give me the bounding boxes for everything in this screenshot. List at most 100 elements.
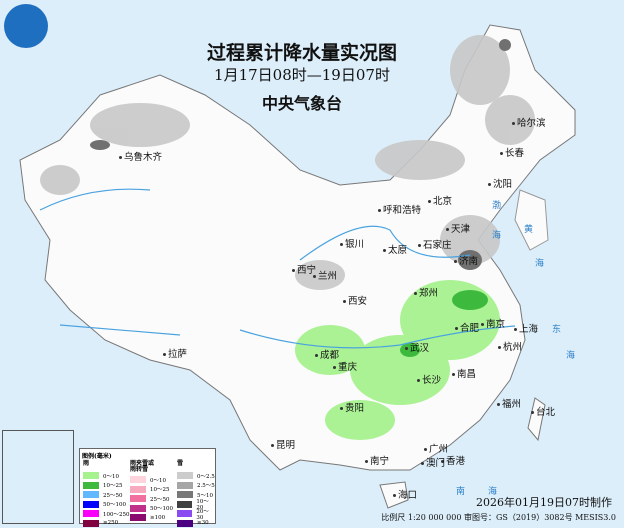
legend-item: 50～100	[83, 500, 130, 510]
sea-label: 海	[566, 351, 576, 361]
legend-range: 50～100	[150, 506, 173, 513]
city-label: 台北	[531, 404, 555, 418]
legend-range: 0～10	[150, 477, 166, 484]
legend-item: 0～2.5	[177, 471, 215, 481]
legend-range: 0～10	[103, 473, 119, 480]
legend-swatch	[177, 481, 193, 489]
map-period: 1月17日08时—19日07时	[214, 66, 390, 84]
legend-item: 100～250	[83, 509, 130, 519]
city-label: 乌鲁木齐	[119, 149, 162, 163]
legend: 图例(毫米) 雨 0～10 10～25 25～50 50～100 100～250 ≥250 雨…	[79, 448, 216, 527]
rivers	[39, 188, 516, 349]
city-label: 广州	[424, 441, 448, 455]
city-label: 贵阳	[340, 400, 364, 414]
legend-swatch	[177, 510, 193, 518]
city-label: 济南	[454, 253, 478, 267]
legend-swatch	[83, 491, 99, 499]
legend-group: 雨 0～10 10～25 25～50 50～100 100～250 ≥250	[83, 461, 130, 528]
legend-swatch	[130, 476, 146, 484]
legend-item: 0～10	[83, 471, 130, 481]
city-label: 西宁	[292, 262, 316, 276]
legend-range: 50～100	[103, 502, 126, 509]
legend-range: 5～10	[197, 492, 213, 499]
city-label: 澳门	[421, 455, 445, 469]
south-china-sea-inset	[2, 430, 74, 524]
sea-label: 南	[456, 487, 466, 497]
legend-group: 雨夹雪或雨转雪 0～10 10～25 25～50 50～100 ≥100	[130, 461, 173, 523]
legend-item: 0～10	[130, 475, 173, 485]
legend-swatch	[83, 510, 99, 518]
city-label: 长春	[500, 145, 524, 159]
legend-range: 10～25	[103, 483, 123, 490]
legend-range: 20～30	[196, 508, 209, 521]
legend-range: 10～20	[196, 499, 209, 512]
city-label: 西安	[343, 293, 367, 307]
legend-swatch	[130, 504, 146, 512]
legend-item: 25～50	[83, 490, 130, 500]
map-title: 过程累计降水量实况图	[206, 42, 397, 64]
legend-item: 10～20	[177, 499, 215, 512]
legend-item: 5～10	[177, 490, 215, 500]
legend-range: ≥100	[150, 514, 166, 521]
city-label: 沈阳	[488, 176, 512, 190]
legend-group: 雪 0～2.5 2.5～5 5～10 10～20 20～30 ≥30	[177, 461, 215, 528]
legend-swatch	[130, 514, 146, 522]
legend-item: ≥30	[177, 519, 215, 528]
city-label: 合肥	[455, 320, 479, 334]
city-label: 兰州	[313, 268, 337, 282]
city-label: 上海	[514, 321, 538, 335]
city-label: 武汉	[405, 340, 429, 354]
cma-logo	[4, 4, 48, 48]
production-time: 2026年01月19日07时制作	[476, 496, 612, 509]
city-label: 石家庄	[418, 237, 452, 251]
city-label: 呼和浩特	[378, 202, 421, 216]
city-label: 长沙	[417, 372, 441, 386]
legend-item: ≥250	[83, 519, 130, 528]
legend-range: ≥250	[103, 520, 119, 527]
sea-label: 海	[535, 259, 545, 269]
city-label: 南昌	[452, 366, 476, 380]
city-label: 银川	[340, 236, 364, 250]
legend-range: 100～250	[103, 511, 130, 518]
sea-label: 海	[492, 231, 502, 241]
city-label: 南宁	[365, 453, 389, 467]
legend-range: 2.5～5	[197, 483, 215, 490]
city-label: 天津	[446, 221, 470, 235]
sea-label: 黄	[524, 225, 534, 235]
city-label: 香港	[441, 453, 465, 467]
legend-item: 50～100	[130, 504, 173, 514]
legend-swatch	[177, 472, 193, 480]
city-label: 成都	[315, 347, 339, 361]
city-label: 哈尔滨	[512, 115, 546, 129]
legend-swatch	[177, 500, 193, 508]
legend-swatch	[83, 481, 99, 489]
legend-item: ≥100	[130, 513, 173, 523]
land-korea	[514, 189, 549, 251]
sea-label: 海	[488, 487, 498, 497]
map-agency: 中央气象台	[261, 94, 342, 113]
city-label: 太原	[383, 242, 407, 256]
city-label: 海口	[393, 487, 417, 501]
legend-range: 0～2.5	[197, 473, 215, 480]
city-label: 重庆	[333, 359, 357, 373]
legend-item: 10～25	[83, 481, 130, 491]
legend-swatch	[130, 495, 146, 503]
legend-item: 10～25	[130, 485, 173, 495]
legend-group-label: 雨	[83, 460, 90, 467]
legend-swatch	[83, 472, 99, 480]
legend-group-label: 雨夹雪或雨转雪	[130, 460, 155, 473]
scale-note: 比例尺 1:20 000 000 审图号：GS（2019）3082号 MESIS…	[381, 513, 616, 522]
city-label: 南京	[481, 316, 505, 330]
city-label: 拉萨	[163, 346, 187, 360]
legend-swatch	[83, 519, 99, 527]
legend-swatch	[130, 485, 146, 493]
sea-label: 渤	[492, 201, 502, 211]
legend-swatch	[83, 500, 99, 508]
legend-range: 25～50	[150, 496, 170, 503]
legend-swatch	[177, 491, 193, 499]
legend-range: ≥30	[197, 520, 209, 527]
legend-range: 25～50	[103, 492, 123, 499]
sea-label: 东	[552, 325, 562, 335]
city-label: 郑州	[414, 285, 438, 299]
